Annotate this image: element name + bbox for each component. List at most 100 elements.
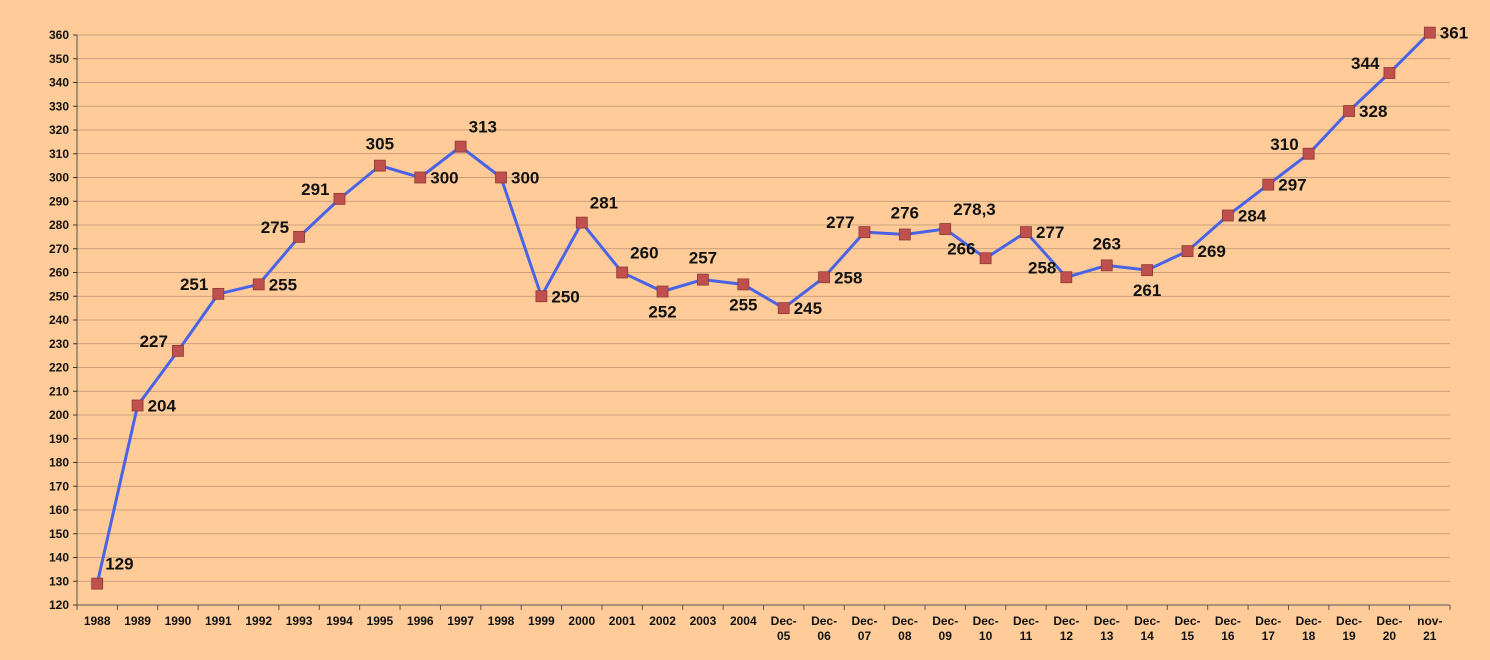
x-tick-label: Dec- [1296, 614, 1322, 628]
x-tick-label: Dec- [1134, 614, 1160, 628]
data-point-marker [212, 287, 225, 300]
data-point-marker [616, 266, 629, 279]
data-point-marker [1343, 105, 1355, 117]
data-label: 250 [551, 287, 579, 306]
data-label: 260 [630, 244, 658, 263]
x-tick-label: 2002 [649, 614, 676, 628]
x-tick-label: 1998 [488, 614, 515, 628]
data-label: 310 [1270, 135, 1298, 154]
data-label: 263 [1093, 234, 1121, 253]
y-tick-label: 330 [49, 99, 69, 113]
data-point-marker [818, 271, 830, 284]
x-tick-label: 1997 [447, 614, 474, 628]
x-tick-label: 1991 [205, 614, 232, 628]
data-label: 129 [105, 555, 133, 574]
x-tick-label: 09 [939, 629, 953, 643]
data-point-marker [1060, 271, 1073, 284]
x-tick-label: 14 [1140, 629, 1154, 643]
data-label: 277 [1036, 223, 1064, 242]
data-label: 344 [1351, 54, 1380, 73]
data-label: 204 [148, 397, 177, 416]
y-tick-label: 340 [49, 76, 69, 90]
y-tick-label: 260 [49, 266, 69, 280]
data-point-marker [858, 226, 871, 239]
data-label: 281 [590, 194, 618, 213]
x-tick-label: 21 [1423, 629, 1437, 643]
x-tick-label: 12 [1060, 629, 1074, 643]
data-point-marker [697, 273, 709, 286]
data-label: 252 [648, 303, 676, 322]
data-label: 257 [689, 249, 717, 268]
x-tick-label: 1988 [84, 614, 111, 628]
x-tick-label: 07 [858, 629, 872, 643]
y-tick-label: 240 [49, 313, 69, 327]
data-label: 255 [729, 295, 757, 314]
data-point-marker [1100, 259, 1113, 272]
x-tick-label: Dec- [892, 614, 918, 628]
x-tick-label: 10 [979, 629, 993, 643]
x-tick-label: 1989 [124, 614, 151, 628]
y-tick-label: 210 [49, 384, 69, 398]
series-line [95, 31, 1431, 584]
x-tick-label: Dec- [1255, 614, 1281, 628]
data-point-marker [535, 290, 548, 303]
data-label: 328 [1359, 102, 1387, 121]
data-point-marker [293, 230, 306, 243]
data-label: 276 [891, 204, 919, 223]
y-tick-label: 360 [49, 28, 69, 42]
data-label: 255 [269, 275, 297, 294]
y-tick-label: 150 [49, 527, 69, 541]
x-tick-label: 20 [1383, 629, 1397, 643]
y-tick-label: 120 [49, 598, 69, 612]
data-point-marker [172, 344, 184, 357]
data-point-marker [333, 192, 346, 205]
y-tick-label: 130 [49, 574, 69, 588]
data-label: 277 [826, 213, 854, 232]
data-label: 258 [834, 268, 862, 287]
x-tick-label: Dec- [1053, 614, 1079, 628]
x-tick-label: Dec- [973, 614, 999, 628]
data-point-marker [131, 399, 144, 412]
series-polyline [95, 31, 1431, 584]
data-label: 297 [1278, 176, 1306, 195]
data-point-marker [373, 159, 386, 172]
x-axis-ticks: 1988 1989 1990 1991 1992 1993 1994 1995 1996 1997… [76, 605, 1451, 643]
data-labels: 129 204 227 251 255 275 291 305 300 313 300 250 281 2… [105, 24, 1468, 574]
data-label: 291 [301, 180, 329, 199]
x-tick-label: 15 [1181, 629, 1195, 643]
y-tick-label: 250 [49, 289, 69, 303]
x-tick-label: 1992 [245, 614, 272, 628]
x-tick-label: Dec- [932, 614, 958, 628]
x-tick-label: 08 [898, 629, 912, 643]
data-label: 251 [180, 275, 208, 294]
x-tick-label: Dec- [1376, 614, 1402, 628]
x-tick-label: 2004 [730, 614, 757, 628]
y-axis-ticks: 120 130 140 150 160 170 180 190 200 210 220 230 240 2… [49, 28, 77, 612]
x-tick-label: Dec- [1336, 614, 1362, 628]
x-tick-label: 2000 [568, 614, 595, 628]
data-label: 269 [1198, 242, 1226, 261]
x-tick-label: 2001 [609, 614, 636, 628]
y-tick-label: 200 [49, 408, 69, 422]
data-point-marker [1221, 209, 1234, 222]
x-tick-label: 05 [777, 629, 791, 643]
data-point-marker [91, 577, 104, 590]
data-label: 258 [1028, 258, 1056, 277]
y-tick-label: 310 [49, 147, 69, 161]
x-tick-label: 1995 [367, 614, 394, 628]
data-point-marker [656, 285, 669, 298]
x-tick-label: 17 [1262, 629, 1276, 643]
y-tick-label: 140 [49, 551, 69, 565]
gridlines [77, 34, 1450, 606]
x-tick-label: 11 [1020, 629, 1033, 643]
data-point-marker [1262, 178, 1275, 191]
data-point-marker [1181, 245, 1194, 258]
data-point-marker [939, 223, 952, 235]
x-tick-label: Dec- [771, 614, 797, 628]
y-tick-label: 220 [49, 361, 69, 375]
y-tick-label: 280 [49, 218, 69, 232]
x-tick-label: Dec- [851, 614, 877, 628]
y-tick-label: 320 [49, 123, 69, 137]
y-tick-label: 170 [49, 479, 69, 493]
data-label: 275 [261, 218, 289, 237]
